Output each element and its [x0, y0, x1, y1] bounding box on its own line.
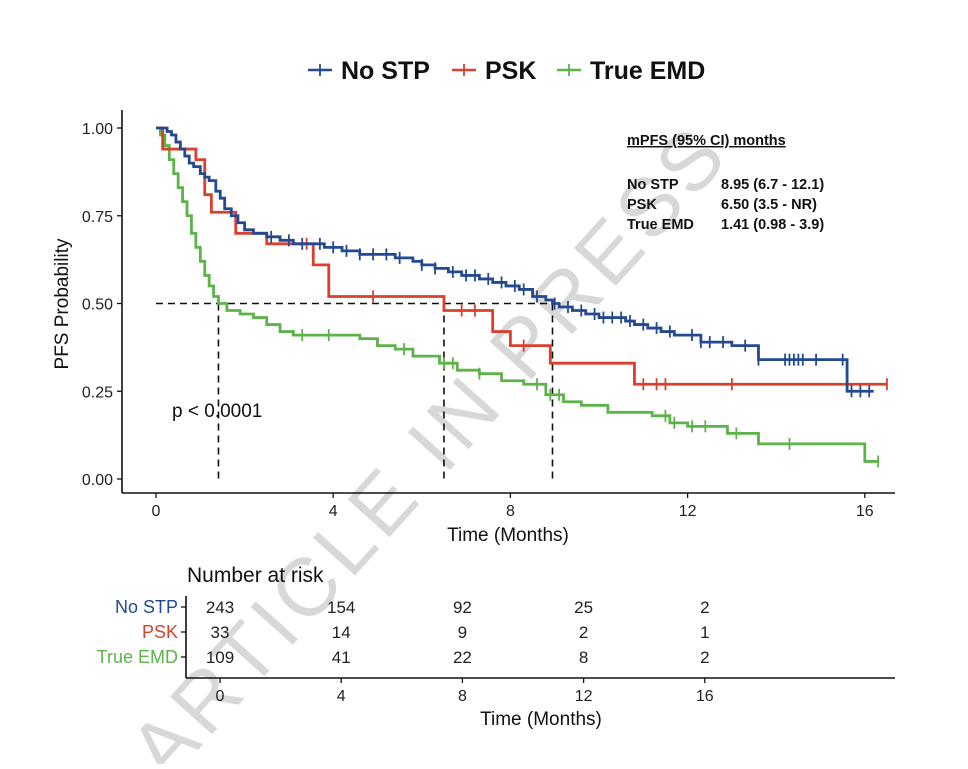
risk-count: 25: [574, 598, 593, 617]
x-axis-label: Time (Months): [447, 525, 569, 546]
risk-row-label: PSK: [142, 622, 178, 642]
step-line: [156, 126, 879, 463]
risk-count: 14: [332, 623, 351, 642]
risk-x-axis-label: Time (Months): [480, 709, 602, 730]
legend-label: PSK: [485, 57, 536, 85]
axes: 0.00 0.25 0.50 0.75 1.00 0 4 8 12 16: [82, 110, 895, 520]
risk-x-tick-label: 8: [458, 688, 467, 705]
risk-count: 2: [700, 648, 709, 667]
mpfs-value: 6.50 (3.5 - NR): [721, 197, 817, 213]
plot-area: 0.00 0.25 0.50 0.75 1.00 0 4 8 12 16: [82, 110, 895, 520]
x-tick-label: 4: [329, 503, 338, 520]
x-tick-label: 8: [506, 503, 515, 520]
risk-count: 109: [206, 648, 234, 667]
curve-no-stp: [156, 126, 874, 398]
x-tick-label: 0: [152, 503, 161, 520]
x-tick-label: 12: [679, 503, 697, 520]
risk-count: 8: [579, 648, 588, 667]
risk-count: 2: [700, 598, 709, 617]
risk-count: 154: [327, 598, 355, 617]
y-tick-label: 1.00: [82, 121, 113, 138]
risk-count: 1: [700, 623, 709, 642]
y-tick-label: 0.75: [82, 209, 113, 226]
p-value: p < 0.0001: [172, 401, 262, 422]
legend-label: No STP: [341, 57, 430, 85]
y-tick-label: 0.00: [82, 472, 113, 489]
risk-row-label: No STP: [115, 597, 178, 617]
legend-label: True EMD: [590, 57, 705, 85]
risk-count: 92: [453, 598, 472, 617]
curve-true-emd: [156, 126, 879, 468]
mpfs-value: 8.95 (6.7 - 12.1): [721, 177, 824, 193]
risk-x-tick-label: 4: [337, 688, 346, 705]
legend: No STP PSK True EMD: [308, 57, 705, 85]
mpfs-annotation: mPFS (95% CI) months No STP 8.95 (6.7 - 1…: [627, 133, 824, 233]
mpfs-value: 1.41 (0.98 - 3.9): [721, 217, 824, 233]
risk-count: 33: [211, 623, 230, 642]
risk-table-title: Number at risk: [187, 564, 324, 587]
y-axis-label: PFS Probability: [52, 238, 73, 369]
risk-x-tick-label: 0: [216, 688, 225, 705]
y-tick-label: 0.25: [82, 384, 113, 401]
risk-count: 243: [206, 598, 234, 617]
risk-x-tick-label: 16: [696, 688, 714, 705]
y-tick-label: 0.50: [82, 297, 113, 314]
risk-count: 41: [332, 648, 351, 667]
risk-row-label: True EMD: [97, 647, 178, 667]
mpfs-group: No STP: [627, 177, 679, 193]
survival-curves: [156, 126, 888, 468]
mpfs-title: mPFS (95% CI) months: [627, 133, 786, 149]
step-line: [156, 126, 887, 386]
risk-count: 2: [579, 623, 588, 642]
risk-table: Number at risk Time (Months) No STP 243 15…: [97, 564, 895, 730]
mpfs-group: PSK: [627, 197, 657, 213]
risk-count: 22: [453, 648, 472, 667]
mpfs-group: True EMD: [627, 217, 694, 233]
step-line: [156, 126, 874, 393]
risk-x-tick-label: 12: [575, 688, 593, 705]
risk-count: 9: [458, 623, 467, 642]
x-tick-label: 16: [856, 503, 874, 520]
